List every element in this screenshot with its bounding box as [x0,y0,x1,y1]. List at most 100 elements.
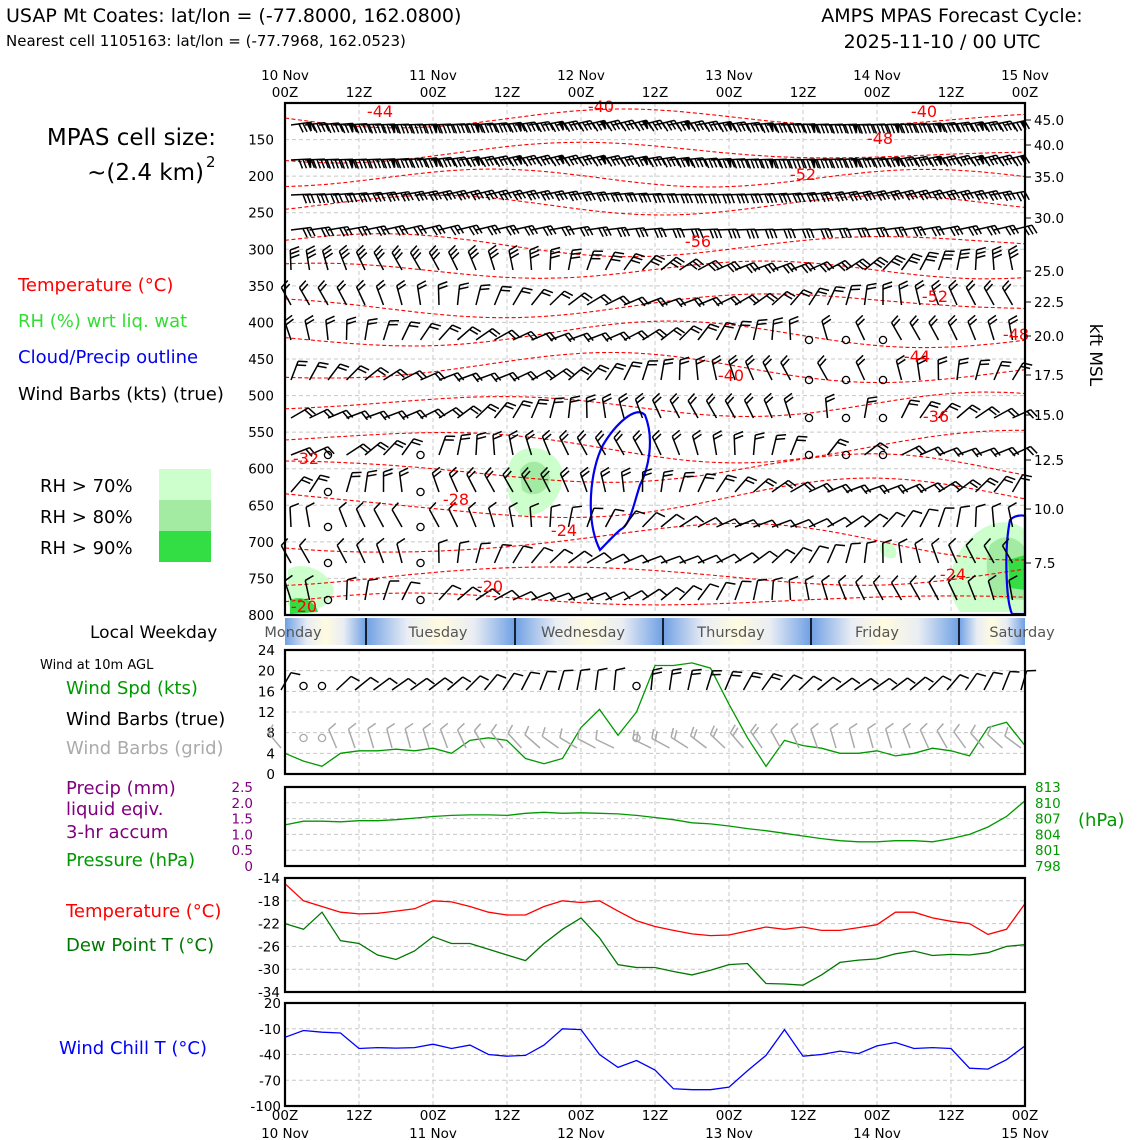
precip-ytick: 2.0 [232,796,253,812]
wind-barb-feather [590,191,596,201]
surface-wind-barb [854,677,872,691]
wind-barb-feather [325,319,336,325]
wind-barb-feather [637,332,646,340]
legend-rh80: RH > 80% [40,507,133,528]
wind-barb-feather [377,369,386,376]
legend-temperature: Temperature (°C) [17,275,173,296]
wind-barb-feather [656,511,666,518]
wind-barb-feather [456,191,463,201]
wind-barb-feather [792,123,798,134]
wind-barb [391,509,403,528]
wind-barb-feather [819,358,827,367]
surface-wind-barb [576,670,582,691]
wind-barb-feather [757,322,767,326]
wind-barb-feather [508,245,518,252]
wind-barb-feather [529,502,540,508]
wind-barb-feather [992,253,1003,259]
wind-barb-feather [320,474,330,479]
temperature-contour-label: -24 [940,565,966,584]
grid-wind-barb-feather [559,728,563,738]
wind-barb-feather [305,245,316,251]
wind-barb-feather [828,158,834,169]
wind-barb-feather [368,159,374,169]
wind-barb [586,250,595,271]
wind-barb-feather [745,479,755,485]
wind-barb-feather [455,407,464,415]
wind-barb-feather [571,155,579,165]
wind-barb-feather [581,470,590,478]
wind-barb-feather [928,404,939,409]
top-hour-tick: 12Z [790,85,816,101]
weekday-name: Thursday [696,625,765,641]
wind-barb [974,360,982,381]
wind-barb-feather [543,546,554,552]
bottom-date-tick: 15 Nov [1001,1126,1049,1140]
wind-barb-feather [410,581,421,585]
wind-barb-feather [856,124,862,134]
wind-barb-feather [792,159,798,169]
wind-barb-feather [399,471,409,477]
wind-barb-feather [991,406,1001,414]
wind-barb-feather [470,123,476,134]
wind-barb-feather [783,392,793,400]
wind-barb-feather [802,124,808,134]
wind-barb-feather [428,192,435,202]
wind-barb-feather [317,365,327,369]
wind-barb [697,516,717,528]
wind-barb-feather [736,194,742,204]
wind-barb-feather [824,228,830,239]
surface-wind-barb [761,673,775,691]
wind-barb-feather [468,470,476,479]
wind-barb [808,287,821,306]
wind-barb-feather [971,226,979,236]
wind-barb-feather [787,479,797,487]
wind-barb-feather [396,370,405,378]
wind-barb-feather [594,430,603,439]
grid-wind-barb-feather [457,722,465,731]
wind-barb [280,545,292,564]
wind-barb-feather [740,194,746,204]
wind-barb-feather [855,354,864,363]
grid-wind-barb-feather [490,723,498,733]
wind-barb [753,550,771,564]
weekday-name: Friday [855,625,899,641]
wind-barb-feather [839,438,849,444]
wind-barb-feather [972,479,982,486]
wind-barb [914,543,921,564]
wind-barb [947,581,958,601]
grid-wind-barb-feather [404,722,414,730]
wind-barb-feather [568,156,575,166]
wind-barb-feather [724,393,733,402]
wind-barb-feather [502,467,510,476]
wind-barb-feather [1001,280,1010,289]
wind-barb-pennant [515,155,523,165]
weekday-shade [885,618,959,645]
wind-barb-feather [712,121,719,131]
wind-barb [604,251,616,271]
wind-barb [428,509,440,528]
wind-barb [586,592,606,601]
wind-barb-feather [858,158,864,169]
wind-barb-feather [916,227,923,237]
wind-barb-feather [559,429,567,438]
windchill-label: Wind Chill T (°C) [59,1038,207,1059]
wind-barb [930,543,940,564]
wind-barb-feather [663,473,673,477]
wind-barb-feather [773,321,783,325]
wind-barb-feather [819,545,829,549]
grid-wind-barb [970,732,985,749]
top-date-tick: 15 Nov [1001,68,1049,84]
wind-barb [289,249,292,271]
wind-barb-feather [354,159,360,169]
wind-barb-feather [431,466,441,474]
calm-circle [878,335,888,345]
wind-barb-feather [508,123,514,133]
wind-barb [336,286,348,306]
top-hour-tick: 00Z [420,85,446,101]
wind-barb [512,590,532,601]
bottom-date-tick: 14 Nov [853,1126,901,1140]
calm-circle [878,450,888,460]
wind-barb-feather [780,355,788,364]
bottom-hour-tick: 00Z [864,1108,890,1124]
wind-ytick: 0 [266,767,275,783]
